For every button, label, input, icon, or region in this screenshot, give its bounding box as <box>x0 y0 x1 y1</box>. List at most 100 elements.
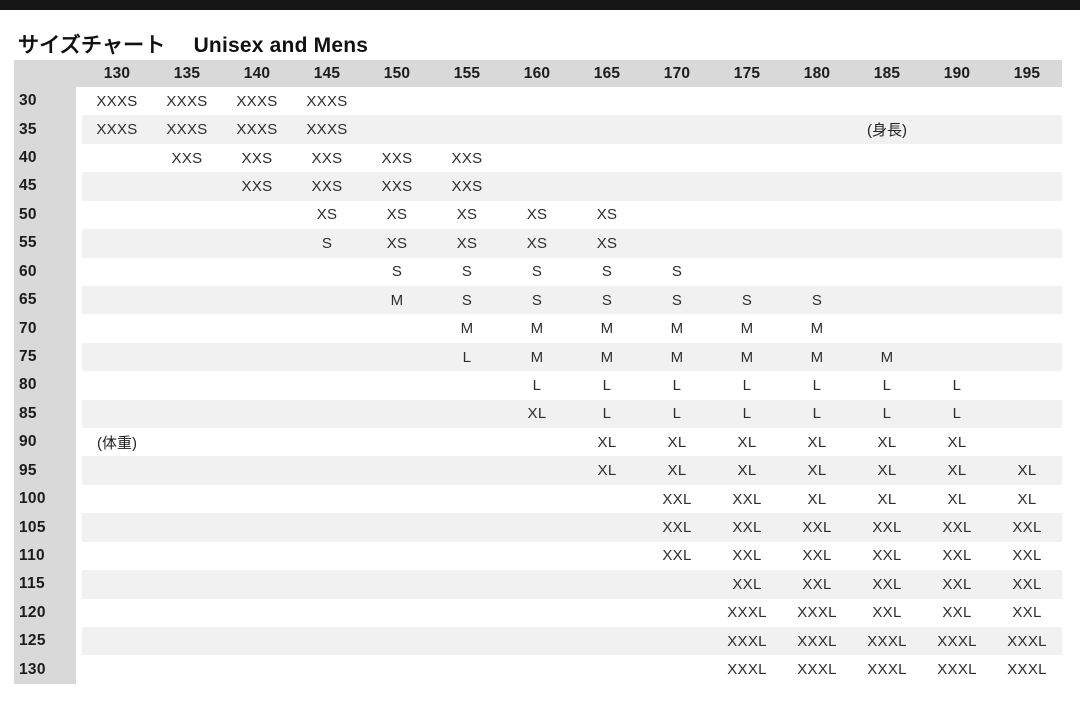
size-cell <box>82 570 152 599</box>
size-cell <box>782 200 852 230</box>
label-gap <box>76 257 82 286</box>
size-cell <box>292 513 362 542</box>
size-cell: L <box>782 399 852 429</box>
size-cell <box>572 87 642 116</box>
table-row-weight-95: 95 XL XL XL XL XL XL XL <box>14 456 1062 485</box>
size-cell <box>712 172 782 201</box>
column-header-height-190: 190 <box>943 64 971 82</box>
size-cell: XXL <box>712 484 782 514</box>
size-cell: XL <box>712 456 782 485</box>
row-label-weight-95: 95 <box>14 456 76 485</box>
size-cell <box>222 229 292 258</box>
size-cell <box>222 200 292 230</box>
size-cell: XS <box>432 200 502 230</box>
size-cell: M <box>642 314 712 343</box>
size-cell <box>82 484 152 514</box>
size-cell <box>152 229 222 258</box>
column-header-height-185: 185 <box>873 64 901 82</box>
size-cell <box>152 428 222 457</box>
size-cell <box>362 456 432 485</box>
size-cell: M <box>502 314 572 343</box>
size-cell: XXL <box>992 570 1062 599</box>
label-gap <box>76 371 82 400</box>
column-header-height-160: 160 <box>523 64 551 82</box>
size-cell: XL <box>922 484 992 514</box>
size-cell <box>992 342 1062 372</box>
size-cell <box>922 314 992 343</box>
size-cell <box>572 172 642 201</box>
size-cell: M <box>572 314 642 343</box>
size-cell <box>292 570 362 599</box>
label-gap <box>76 399 82 429</box>
size-cell <box>992 371 1062 400</box>
size-cell: M <box>642 342 712 372</box>
size-cell: XS <box>362 200 432 230</box>
size-cell <box>502 172 572 201</box>
size-cell: M <box>852 342 922 372</box>
size-cell <box>362 371 432 400</box>
size-cell <box>642 598 712 628</box>
label-gap <box>76 172 82 201</box>
size-cell <box>82 342 152 372</box>
size-cell: XXXL <box>712 627 782 656</box>
size-cell: XXL <box>782 570 852 599</box>
size-cell: S <box>502 285 572 315</box>
size-cell: XL <box>922 456 992 485</box>
size-cell <box>152 598 222 628</box>
size-cell: XXXL <box>992 655 1062 684</box>
size-cell <box>572 484 642 514</box>
column-header-height-150: 150 <box>383 64 411 82</box>
page-title-japanese: サイズチャート <box>18 34 166 57</box>
size-cell <box>922 200 992 230</box>
size-cell: S <box>362 257 432 286</box>
size-cell: XXS <box>362 143 432 173</box>
size-cell: XXL <box>712 513 782 542</box>
size-cell <box>152 399 222 429</box>
label-gap <box>76 143 82 173</box>
label-gap <box>76 484 82 514</box>
size-cell: XXL <box>992 541 1062 571</box>
size-cell: XXXL <box>852 655 922 684</box>
row-label-weight-130: 130 <box>14 655 76 684</box>
size-cell <box>432 570 502 599</box>
table-row-weight-100: 100 XXL XXL XL XL XL XL <box>14 484 1062 514</box>
label-gap <box>76 285 82 315</box>
row-label-weight-105: 105 <box>14 513 76 542</box>
size-cell <box>292 456 362 485</box>
table-row-weight-120: 120 XXXL XXXL XXL XXL XXL <box>14 598 1062 628</box>
size-cell: M <box>782 342 852 372</box>
size-cell: XXS <box>432 143 502 173</box>
size-cell <box>922 87 992 116</box>
column-header-height-165: 165 <box>593 64 621 82</box>
table-row-weight-85: 85 XL L L L L L L <box>14 399 1062 429</box>
size-cell <box>922 115 992 144</box>
size-cell <box>642 229 712 258</box>
size-cell <box>992 229 1062 258</box>
page-title: サイズチャート Unisex and Mens <box>18 29 368 59</box>
size-cell <box>152 172 222 201</box>
size-cell <box>82 513 152 542</box>
size-cell: XXL <box>852 570 922 599</box>
size-cell: XXL <box>922 570 992 599</box>
size-cell: XXL <box>712 541 782 571</box>
size-cell: XXL <box>922 513 992 542</box>
size-cell <box>852 87 922 116</box>
row-label-weight-110: 110 <box>14 541 76 571</box>
size-cell <box>362 428 432 457</box>
size-cell <box>222 257 292 286</box>
size-cell: XXL <box>642 541 712 571</box>
size-cell: M <box>712 314 782 343</box>
size-cell: L <box>502 371 572 400</box>
size-cell: M <box>782 314 852 343</box>
size-cell <box>82 655 152 684</box>
row-label-weight-70: 70 <box>14 314 76 343</box>
size-cell: L <box>782 371 852 400</box>
size-cell <box>82 314 152 343</box>
size-cell <box>222 428 292 457</box>
size-cell: XXXL <box>782 627 852 656</box>
size-cell: XL <box>782 484 852 514</box>
size-cell <box>432 541 502 571</box>
size-cell: M <box>712 342 782 372</box>
size-cell <box>992 428 1062 457</box>
size-cell <box>362 484 432 514</box>
